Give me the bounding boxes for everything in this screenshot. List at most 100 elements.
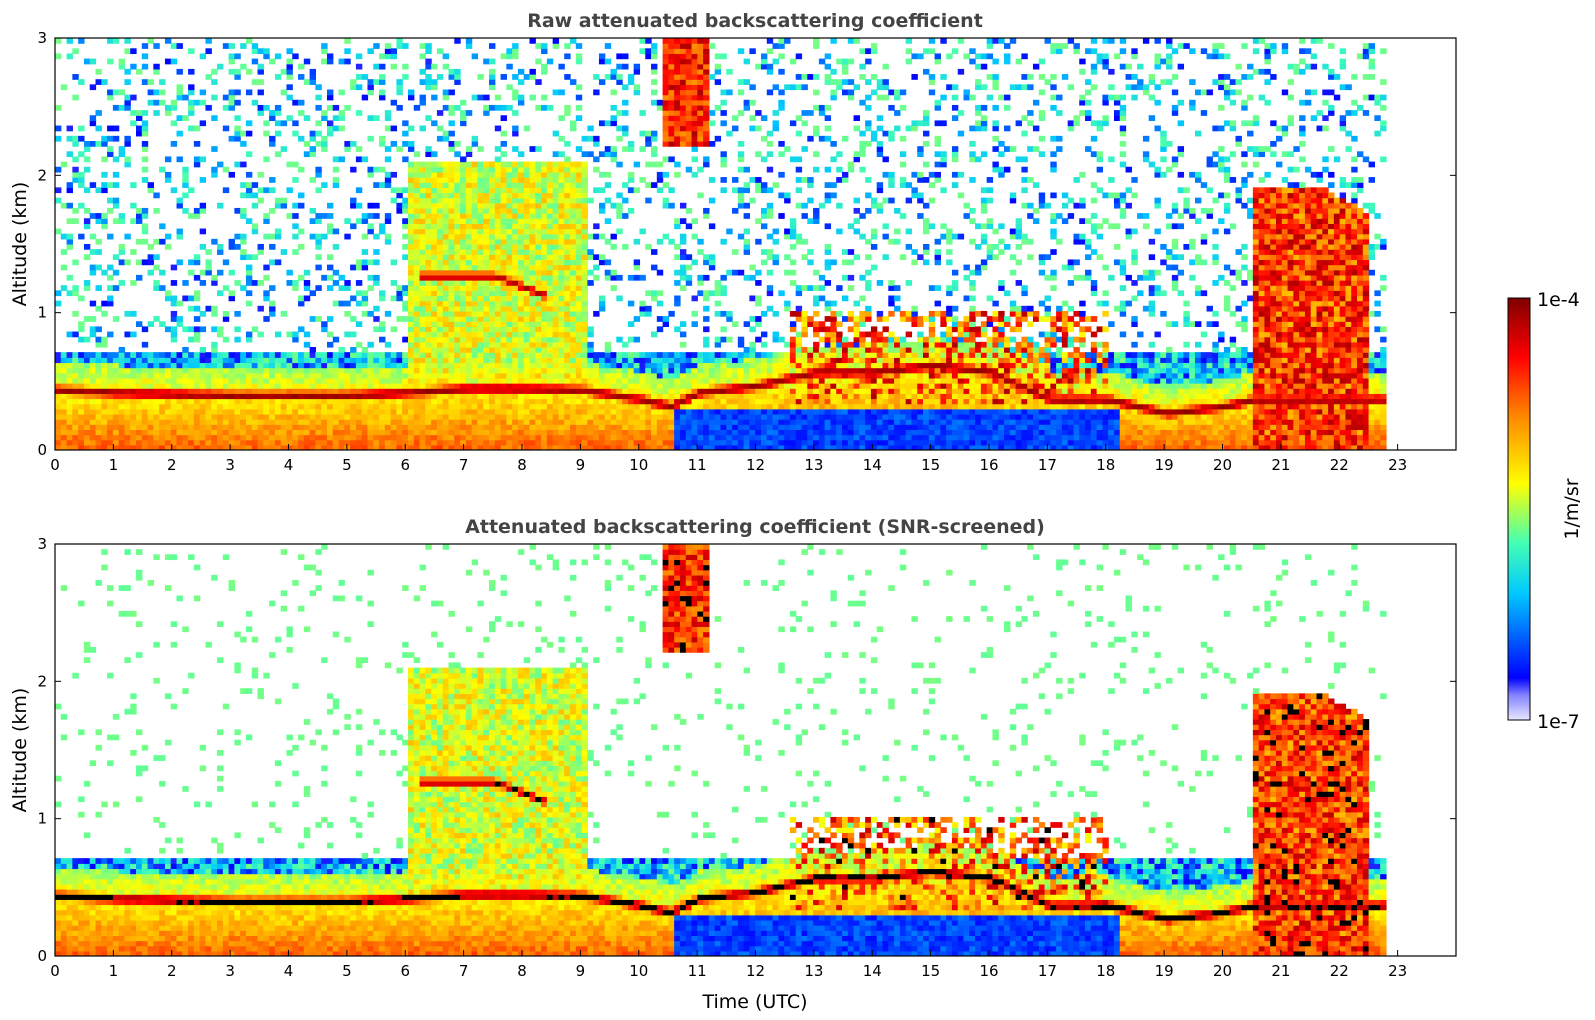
heatmap-cell: [575, 94, 583, 101]
heatmap-cell: [425, 171, 432, 178]
heatmap-cell: [541, 161, 548, 168]
heatmap-cell: [361, 439, 369, 446]
heatmap-cell: [523, 177, 531, 183]
heatmap-cell: [436, 74, 444, 80]
heatmap-cell: [431, 79, 438, 85]
heatmap-cell: [489, 249, 496, 255]
heatmap-cell: [448, 383, 455, 389]
heatmap-cell: [326, 58, 334, 65]
heatmap-cell: [78, 362, 85, 369]
heatmap-cell: [326, 408, 334, 415]
heatmap-cell: [407, 310, 415, 317]
heatmap-cell: [164, 383, 172, 389]
heatmap-cell: [89, 398, 97, 405]
heatmap-cell: [581, 388, 588, 394]
heatmap-cell: [338, 439, 345, 446]
heatmap-cell: [477, 347, 484, 353]
heatmap-cell: [101, 408, 108, 415]
heatmap-cell: [523, 228, 531, 235]
heatmap-cell: [419, 372, 426, 379]
heatmap-cell: [222, 393, 230, 400]
heatmap-cell: [78, 38, 85, 44]
heatmap-cell: [564, 285, 571, 291]
heatmap-cell: [95, 372, 102, 379]
heatmap-cell: [743, 419, 751, 425]
heatmap-cell: [442, 53, 450, 60]
heatmap-cell: [685, 104, 693, 111]
heatmap-cell: [245, 187, 253, 194]
heatmap-cell: [442, 89, 450, 96]
heatmap-cell: [460, 182, 467, 188]
heatmap-cell: [674, 110, 681, 116]
heatmap-cell: [616, 295, 623, 302]
heatmap-cell: [188, 295, 195, 302]
heatmap-cell: [564, 171, 571, 178]
heatmap-cell: [552, 367, 560, 374]
heatmap-cell: [257, 388, 264, 394]
heatmap-cell: [355, 84, 363, 91]
heatmap-cell: [604, 429, 612, 436]
heatmap-cell: [234, 280, 241, 286]
heatmap-cell: [124, 135, 131, 142]
heatmap-cell: [188, 352, 195, 358]
heatmap-cell: [489, 161, 496, 168]
heatmap-cell: [714, 444, 722, 450]
heatmap-cell: [732, 362, 739, 369]
heatmap-cell: [645, 290, 652, 297]
heatmap-cell: [506, 166, 513, 173]
heatmap-cell: [529, 434, 536, 441]
heatmap-cell: [604, 372, 612, 379]
heatmap-cell: [616, 408, 623, 415]
heatmap-cell: [413, 383, 421, 389]
heatmap-cell: [517, 336, 525, 343]
heatmap-cell: [361, 156, 369, 163]
heatmap-cell: [732, 439, 739, 446]
heatmap-cell: [523, 197, 531, 204]
heatmap-cell: [570, 367, 577, 374]
heatmap-cell: [355, 264, 363, 271]
heatmap-cell: [448, 280, 455, 286]
heatmap-cell: [512, 89, 519, 96]
heatmap-cell: [373, 413, 380, 420]
heatmap-cell: [251, 377, 259, 384]
heatmap-cell: [558, 341, 565, 348]
heatmap-cell: [570, 326, 577, 333]
heatmap-cell: [465, 269, 473, 276]
heatmap-cell: [269, 408, 276, 415]
heatmap-cell: [726, 367, 733, 374]
heatmap-cell: [257, 110, 264, 116]
heatmap-cell: [136, 274, 143, 281]
heatmap-cell: [326, 439, 334, 446]
heatmap-cell: [303, 269, 311, 276]
heatmap-cell: [211, 434, 218, 441]
heatmap-cell: [552, 269, 560, 276]
heatmap-cell: [483, 223, 490, 230]
heatmap-cell: [217, 63, 224, 70]
heatmap-cell: [610, 403, 617, 410]
heatmap-cell: [697, 89, 704, 96]
heatmap-cell: [564, 367, 571, 374]
heatmap-cell: [674, 403, 681, 410]
heatmap-cell: [217, 439, 224, 446]
heatmap-cell: [234, 352, 241, 358]
heatmap-cell: [107, 125, 114, 132]
heatmap-cell: [477, 197, 484, 204]
heatmap-cell: [355, 280, 363, 286]
heatmap-cell: [714, 408, 722, 415]
heatmap-cell: [570, 274, 577, 281]
heatmap-cell: [402, 254, 409, 261]
heatmap-cell: [442, 352, 450, 358]
heatmap-cell: [581, 218, 588, 224]
heatmap-cell: [78, 439, 85, 446]
heatmap-cell: [419, 434, 426, 441]
heatmap-cell: [535, 213, 542, 219]
heatmap-cell: [95, 388, 102, 394]
heatmap-cell: [523, 408, 531, 415]
heatmap-cell: [726, 357, 733, 364]
heatmap-cell: [355, 362, 363, 369]
heatmap-cell: [529, 68, 536, 75]
heatmap-cell: [720, 357, 727, 364]
heatmap-cell: [217, 202, 224, 209]
heatmap-cell: [494, 171, 502, 178]
heatmap-cell: [298, 192, 305, 199]
